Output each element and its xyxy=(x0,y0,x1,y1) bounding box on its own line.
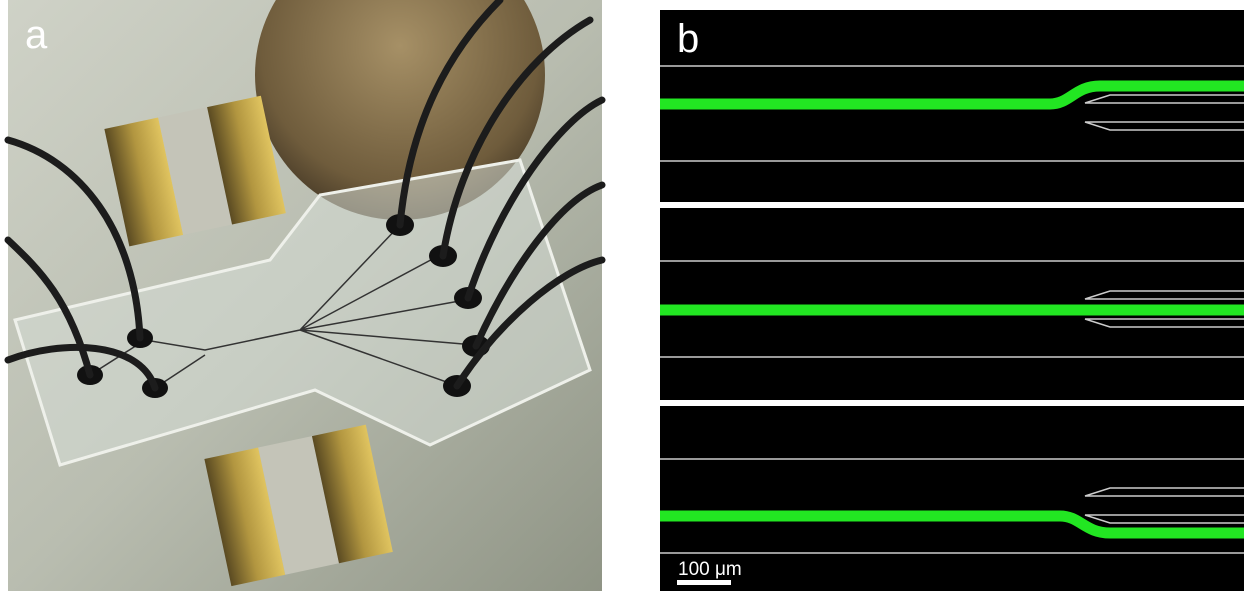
panel-a: a xyxy=(8,0,602,591)
panel-label: a xyxy=(25,13,48,57)
scale-bar-label: 100 μm xyxy=(678,559,742,580)
panel-b: b 100 μm xyxy=(660,10,1244,591)
strip-3: 100 μm xyxy=(660,406,1244,591)
page: a b 100 μm (() => { const data = JSON.pa… xyxy=(0,0,1244,591)
panel-label: b xyxy=(677,17,699,61)
strip-2 xyxy=(660,208,1244,400)
scale-bar xyxy=(677,580,731,585)
strip-1: b xyxy=(660,10,1244,202)
figure: a b 100 μm xyxy=(0,0,1244,591)
